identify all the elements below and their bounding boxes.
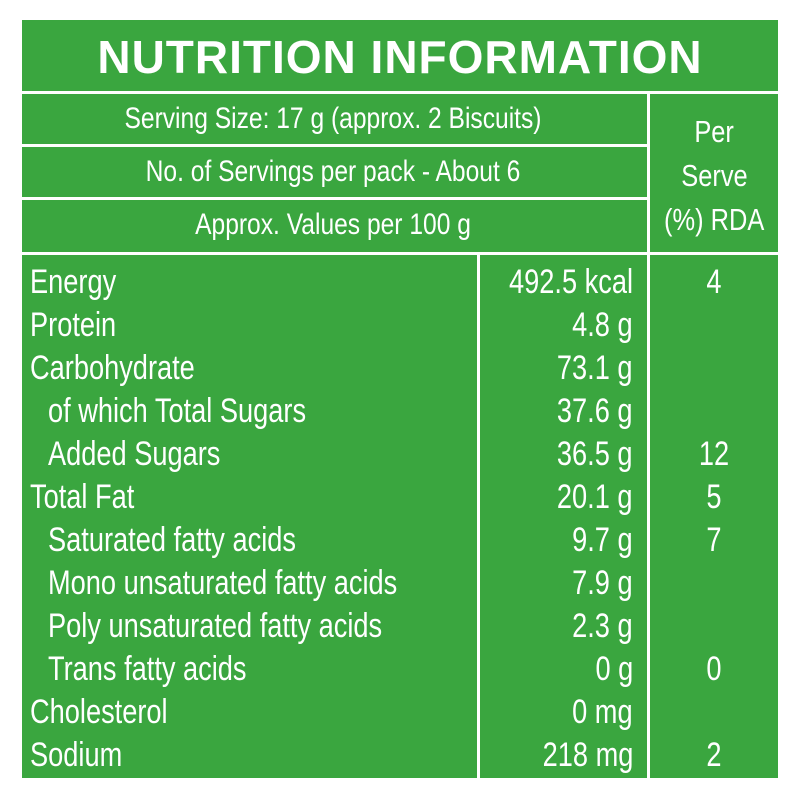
nutrient-value: 36.5 g [557,435,633,473]
nutrient-value: 218 mg [542,736,633,774]
divider [22,91,778,94]
nutrient-name: of which Total Sugars [48,392,307,430]
values-basis: Approx. Values per 100 g [195,208,471,241]
table-title: NUTRITION INFORMATION [97,31,703,83]
nutrient-name: Sodium [30,736,123,774]
nutrient-value: 20.1 g [557,478,633,516]
nutrient-value: 0 mg [572,693,633,731]
nutrient-name: Mono unsaturated fatty acids [48,564,398,602]
nutrient-name: Poly unsaturated fatty acids [48,607,383,645]
table-row: Sodium 218 mg 2 [22,734,778,777]
nutrient-value: 73.1 g [557,349,633,387]
table-row: Cholesterol 0 mg [22,691,778,734]
divider [22,252,778,255]
nutrient-value: 9.7 g [572,521,634,559]
table-row: Saturated fatty acids 9.7 g 7 [22,519,778,562]
nutrient-name: Cholesterol [30,693,168,731]
nutrient-name: Total Fat [30,478,135,516]
nutrient-value: 4.8 g [572,306,634,344]
rda-header-line: Per [694,114,734,149]
table-row: Trans fatty acids 0 g 0 [22,648,778,691]
divider [477,252,480,778]
nutrient-rda: 5 [706,478,722,516]
nutrient-value: 2.3 g [572,607,634,645]
table-row: Mono unsaturated fatty acids 7.9 g [22,562,778,605]
table-row: Protein 4.8 g [22,304,778,347]
serving-size: Serving Size: 17 g (approx. 2 Biscuits) [124,102,542,135]
nutrition-table: NUTRITION INFORMATION Serving Size: 17 g… [19,17,781,781]
table-row: of which Total Sugars 37.6 g [22,390,778,433]
servings-per-pack: No. of Servings per pack - About 6 [145,155,521,188]
nutrient-name: Added Sugars [48,435,221,473]
nutrient-value: 0 g [595,650,633,688]
nutrient-value: 7.9 g [572,564,634,602]
table-row: Energy 492.5 kcal 4 [22,261,778,304]
nutrient-rda: 12 [698,435,730,473]
nutrient-name: Energy [30,263,117,301]
nutrient-name: Protein [30,306,117,344]
rda-header: Per Serve (%) RDA [650,96,778,256]
table-row: Poly unsaturated fatty acids 2.3 g [22,605,778,648]
rda-header-line: Serve [680,158,748,193]
nutrient-rda: 2 [706,736,722,774]
table-row: Added Sugars 36.5 g 12 [22,433,778,476]
nutrient-rda: 7 [706,521,722,559]
nutrient-name: Saturated fatty acids [48,521,296,559]
divider [22,197,647,200]
divider [647,91,650,778]
nutrient-name: Carbohydrate [30,349,195,387]
divider [22,144,647,147]
nutrient-value: 37.6 g [557,392,633,430]
nutrient-rda: 0 [706,650,722,688]
nutrient-value: 492.5 kcal [509,263,633,301]
table-row: Total Fat 20.1 g 5 [22,476,778,519]
nutrient-name: Trans fatty acids [48,650,247,688]
table-row: Carbohydrate 73.1 g [22,347,778,390]
nutrient-rda: 4 [706,263,722,301]
rda-header-line: (%) RDA [663,202,765,237]
